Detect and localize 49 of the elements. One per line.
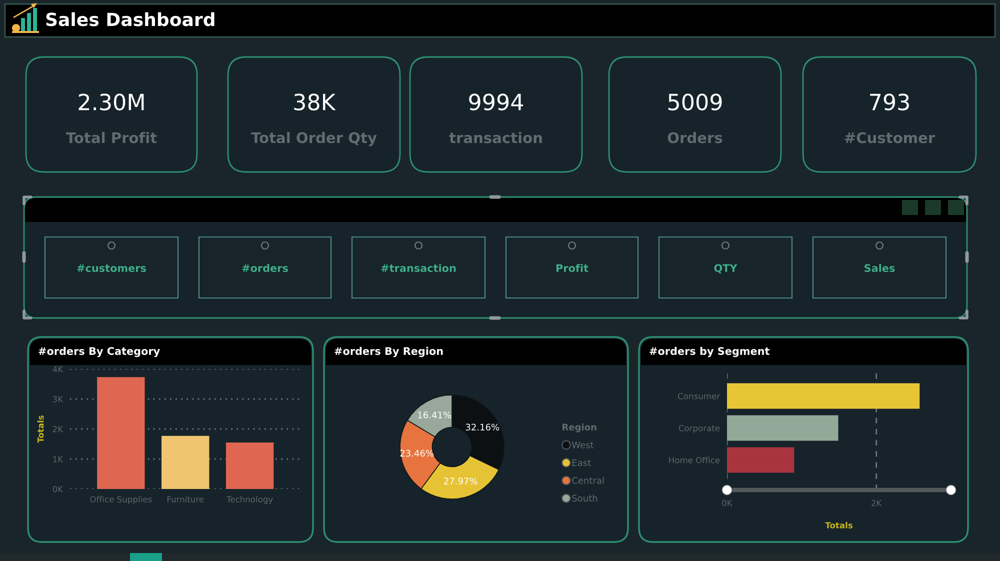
- legend-label: West: [572, 442, 594, 448]
- y-tick-label: 3K: [52, 396, 64, 402]
- text: Total Order Qty: [251, 132, 377, 146]
- data-label: 27.97%: [444, 478, 478, 484]
- text: #Customer: [844, 132, 936, 144]
- text: Orders: [668, 132, 722, 144]
- x-tick-label: 2K: [872, 500, 882, 506]
- text: 9994: [469, 94, 524, 110]
- legend-label: Central: [572, 476, 604, 484]
- text: transaction: [449, 132, 542, 144]
- x-axis-title: Totals: [825, 522, 852, 528]
- y-axis-title: Totals: [37, 416, 44, 443]
- bar: [226, 442, 274, 489]
- x-tick-label: Office Supplies: [90, 496, 152, 504]
- bar: [727, 415, 838, 441]
- y-tick-label: Home Office: [669, 456, 720, 464]
- text: 5009: [668, 94, 722, 110]
- y-tick-label: Consumer: [678, 392, 720, 400]
- bar: [727, 447, 794, 473]
- bar: [727, 383, 920, 409]
- bar: [162, 436, 210, 489]
- chart-title: #orders By Category: [38, 346, 160, 358]
- legend-title: Region: [562, 423, 596, 432]
- bar: [97, 377, 145, 489]
- chart-title: #orders by Segment: [650, 346, 770, 358]
- category-label: #transaction: [381, 264, 456, 272]
- chart-title: #orders By Region: [334, 346, 443, 358]
- x-tick-label: Technology: [226, 496, 273, 504]
- category-label: #customers: [77, 264, 146, 272]
- y-tick-label: Corporate: [678, 424, 720, 433]
- category-label: Profit: [556, 264, 588, 272]
- text: 2.30M: [78, 94, 144, 110]
- y-tick-label: 2K: [52, 426, 64, 432]
- text: 38K: [294, 94, 336, 110]
- text: 793: [870, 94, 909, 110]
- legend-label: East: [572, 459, 591, 466]
- category-label: #orders: [242, 264, 288, 272]
- category-label: QTY: [714, 264, 738, 274]
- category-label: Sales: [864, 264, 895, 272]
- legend-label: South: [572, 494, 598, 502]
- y-tick-label: 1K: [53, 456, 64, 462]
- y-tick-label: 4K: [52, 366, 64, 372]
- x-tick-label: 0K: [722, 500, 733, 506]
- x-tick-label: Furniture: [167, 496, 204, 502]
- text: Total Profit: [66, 132, 157, 144]
- text: Sales Dashboard: [46, 12, 214, 26]
- data-label: 16.41%: [418, 412, 452, 418]
- y-tick-label: 0K: [52, 486, 64, 492]
- data-label: 32.16%: [466, 424, 500, 431]
